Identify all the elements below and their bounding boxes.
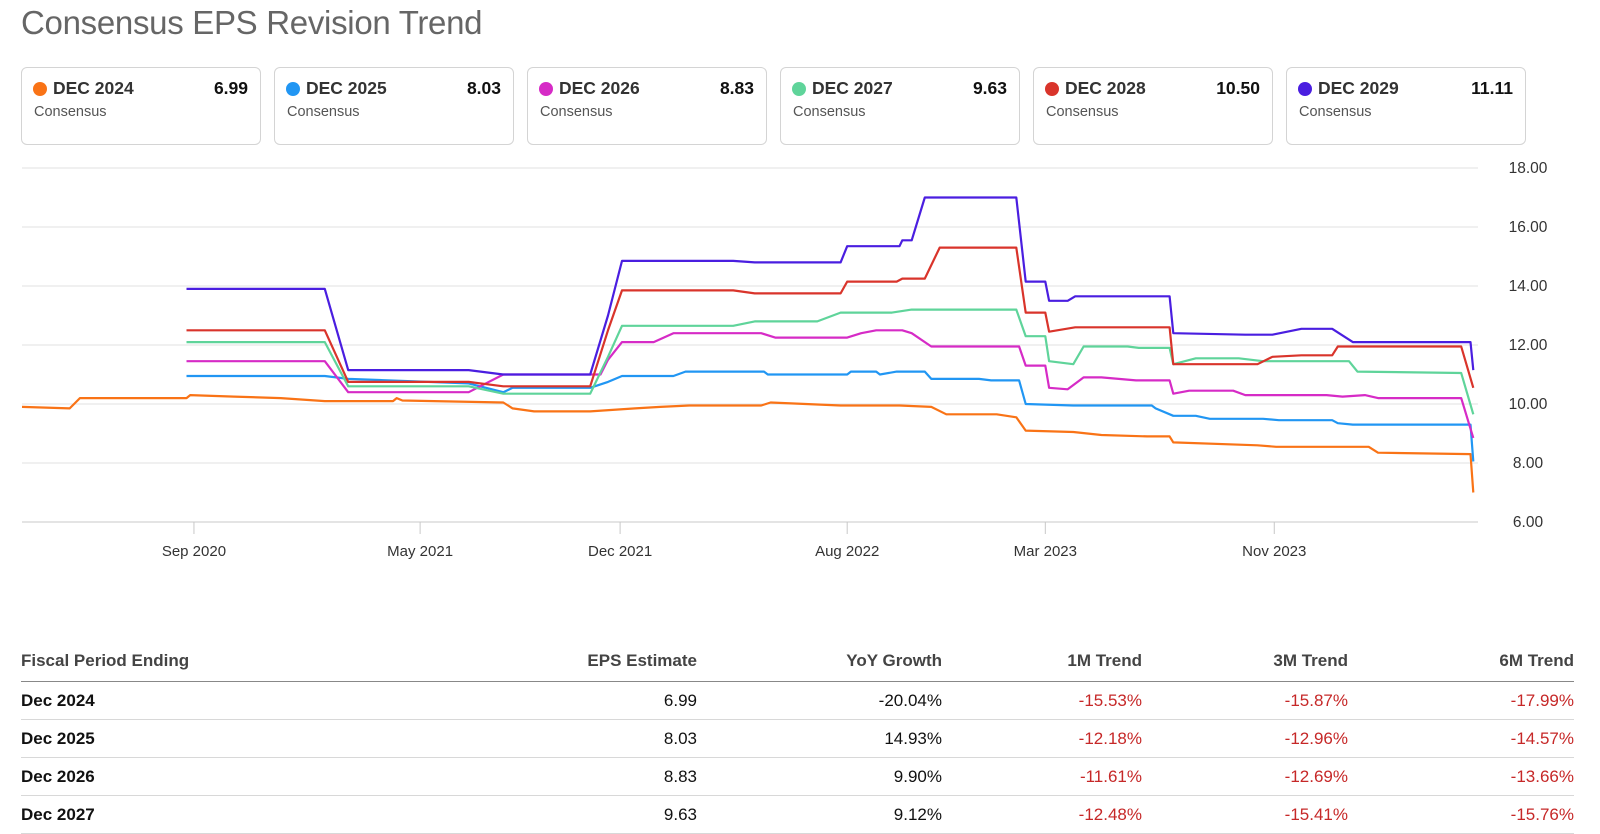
table-row: Dec 2024 6.99 -20.04% -15.53% -15.87% -1… xyxy=(21,681,1574,720)
cell-fiscal-period: Dec 2027 xyxy=(21,795,321,834)
x-tick-label: Nov 2023 xyxy=(1242,543,1306,560)
series-card-label: DEC 2026 xyxy=(559,78,640,98)
series-line-dec-2029 xyxy=(186,196,1475,376)
cell-fiscal-period: Dec 2026 xyxy=(21,757,321,796)
series-card-value: 9.63 xyxy=(972,78,1007,98)
series-color-dot xyxy=(1045,82,1059,96)
eps-revision-line-chart: 6.00 8.00 10.00 12.00 14.00 16.00 18.00 Sep 20… xyxy=(21,160,1548,560)
series-card-sublabel: Consensus xyxy=(793,104,866,120)
series-card-dec-2024[interactable]: DEC 2024 6.99 Consensus xyxy=(21,67,261,145)
series-line-dec-2027 xyxy=(186,308,1475,415)
cell-6m-trend: -14.57% xyxy=(1348,719,1574,758)
cell-fiscal-period: Dec 2025 xyxy=(21,719,321,758)
cell-6m-trend: -15.76% xyxy=(1348,795,1574,834)
column-header-yoy-growth[interactable]: YoY Growth xyxy=(697,641,942,682)
y-tick-label: 14.00 xyxy=(1509,278,1548,295)
cell-yoy-growth: -20.04% xyxy=(697,681,942,720)
series-card-dec-2029[interactable]: DEC 2029 11.11 Consensus xyxy=(1286,67,1526,145)
column-header-fiscal-period[interactable]: Fiscal Period Ending xyxy=(21,641,321,682)
column-header-1m-trend[interactable]: 1M Trend xyxy=(942,641,1142,682)
series-card-label: DEC 2025 xyxy=(306,78,387,98)
x-tick-label: Aug 2022 xyxy=(815,543,879,560)
series-color-dot xyxy=(792,82,806,96)
series-color-dot xyxy=(33,82,47,96)
eps-estimates-table: Fiscal Period Ending EPS Estimate YoY Gr… xyxy=(21,641,1574,834)
series-card-value: 8.03 xyxy=(466,78,501,98)
series-card-label: DEC 2029 xyxy=(1318,78,1399,98)
series-line-dec-2025 xyxy=(186,370,1475,462)
cell-eps-estimate: 8.83 xyxy=(321,757,697,796)
y-tick-label: 10.00 xyxy=(1509,396,1548,413)
x-tick-label: Sep 2020 xyxy=(162,543,226,560)
cell-3m-trend: -15.41% xyxy=(1142,795,1348,834)
series-card-dec-2025[interactable]: DEC 2025 8.03 Consensus xyxy=(274,67,514,145)
table-row: Dec 2026 8.83 9.90% -11.61% -12.69% -13.… xyxy=(21,757,1574,796)
column-header-eps-estimate[interactable]: EPS Estimate xyxy=(321,641,697,682)
series-color-dot xyxy=(539,82,553,96)
series-card-value: 8.83 xyxy=(719,78,754,98)
series-card-value: 10.50 xyxy=(1216,78,1260,98)
cell-3m-trend: -12.69% xyxy=(1142,757,1348,796)
y-tick-label: 8.00 xyxy=(1513,455,1544,472)
table-row: Dec 2025 8.03 14.93% -12.18% -12.96% -14… xyxy=(21,719,1574,758)
series-card-sublabel: Consensus xyxy=(287,104,360,120)
cell-3m-trend: -15.87% xyxy=(1142,681,1348,720)
series-card-sublabel: Consensus xyxy=(1299,104,1372,120)
y-tick-label: 12.00 xyxy=(1509,337,1548,354)
series-card-sublabel: Consensus xyxy=(1046,104,1119,120)
cell-1m-trend: -11.61% xyxy=(942,757,1142,796)
series-line-dec-2026 xyxy=(186,329,1475,439)
cell-1m-trend: -12.48% xyxy=(942,795,1142,834)
eps-estimates-table-container: Fiscal Period Ending EPS Estimate YoY Gr… xyxy=(21,641,1574,834)
cell-6m-trend: -13.66% xyxy=(1348,757,1574,796)
cell-6m-trend: -17.99% xyxy=(1348,681,1574,720)
series-line-dec-2024 xyxy=(21,394,1475,493)
cell-eps-estimate: 9.63 xyxy=(321,795,697,834)
series-card-sublabel: Consensus xyxy=(540,104,613,120)
table-row: Dec 2027 9.63 9.12% -12.48% -15.41% -15.… xyxy=(21,795,1574,834)
cell-fiscal-period: Dec 2024 xyxy=(21,681,321,720)
table-header-row: Fiscal Period Ending EPS Estimate YoY Gr… xyxy=(21,641,1574,682)
cell-yoy-growth: 14.93% xyxy=(697,719,942,758)
series-line-dec-2028 xyxy=(186,246,1475,389)
series-card-label: DEC 2027 xyxy=(812,78,893,98)
cell-eps-estimate: 8.03 xyxy=(321,719,697,758)
x-tick-label: May 2021 xyxy=(387,543,453,560)
series-color-dot xyxy=(1298,82,1312,96)
series-card-value: 11.11 xyxy=(1471,78,1513,98)
series-card-sublabel: Consensus xyxy=(34,104,107,120)
series-color-dot xyxy=(286,82,300,96)
series-card-dec-2028[interactable]: DEC 2028 10.50 Consensus xyxy=(1033,67,1273,145)
series-card-dec-2027[interactable]: DEC 2027 9.63 Consensus xyxy=(780,67,1020,145)
cell-1m-trend: -15.53% xyxy=(942,681,1142,720)
y-tick-label: 16.00 xyxy=(1509,219,1548,236)
cell-1m-trend: -12.18% xyxy=(942,719,1142,758)
cell-eps-estimate: 6.99 xyxy=(321,681,697,720)
column-header-6m-trend[interactable]: 6M Trend xyxy=(1348,641,1574,682)
cell-yoy-growth: 9.12% xyxy=(697,795,942,834)
column-header-3m-trend[interactable]: 3M Trend xyxy=(1142,641,1348,682)
y-tick-label: 6.00 xyxy=(1513,514,1544,531)
y-tick-label: 18.00 xyxy=(1509,160,1548,177)
series-card-dec-2026[interactable]: DEC 2026 8.83 Consensus xyxy=(527,67,767,145)
series-card-label: DEC 2028 xyxy=(1065,78,1146,98)
cell-yoy-growth: 9.90% xyxy=(697,757,942,796)
x-tick-label: Dec 2021 xyxy=(588,543,652,560)
series-card-label: DEC 2024 xyxy=(53,78,134,98)
cell-3m-trend: -12.96% xyxy=(1142,719,1348,758)
x-tick-label: Mar 2023 xyxy=(1014,543,1077,560)
page-title: Consensus EPS Revision Trend xyxy=(21,4,483,41)
series-card-value: 6.99 xyxy=(213,78,248,98)
